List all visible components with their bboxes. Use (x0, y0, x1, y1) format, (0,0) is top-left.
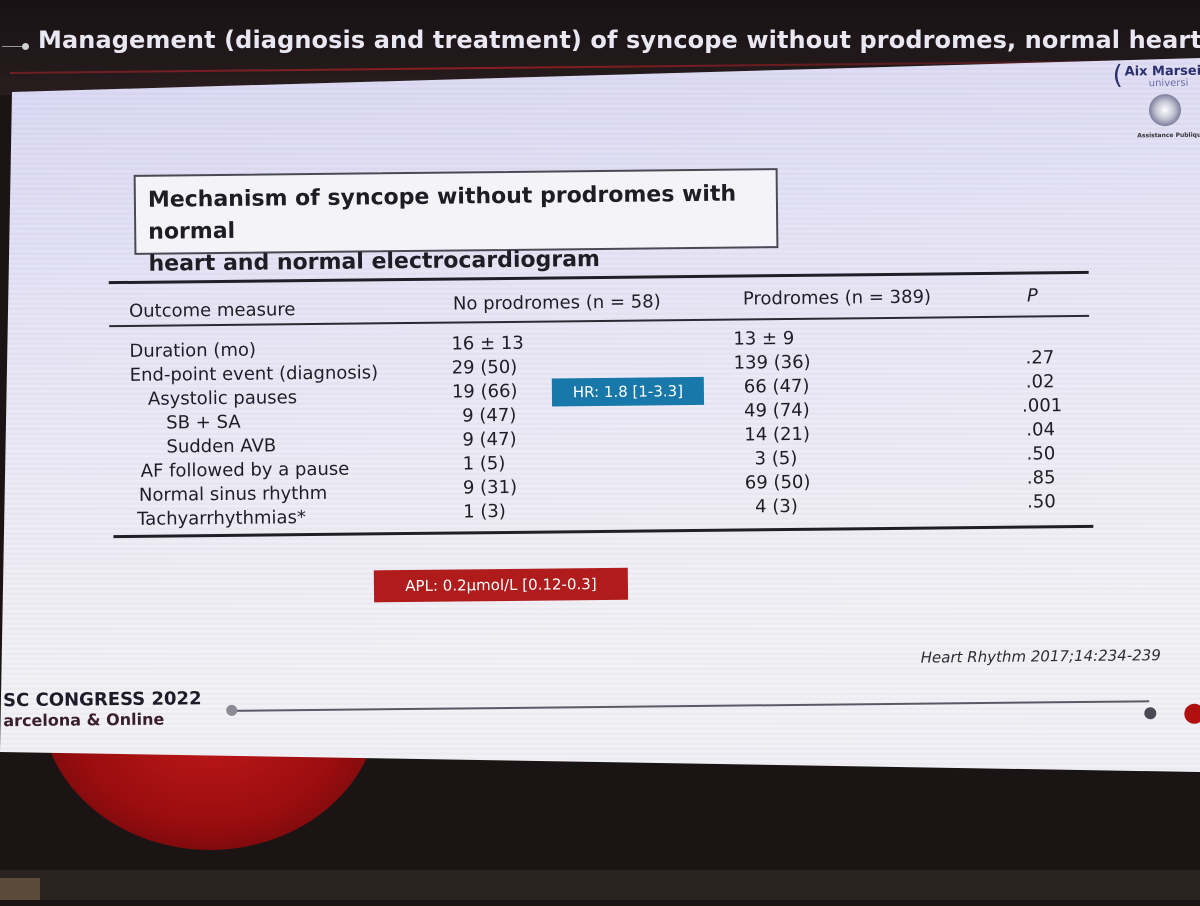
cell-measure: Tachyarrhythmias* (137, 507, 306, 530)
cell-no-prodromes: 9 (47) (462, 428, 517, 451)
slide-title-box: Mechanism of syncope without prodromes w… (133, 168, 779, 277)
table-header-prodromes: Prodromes (n = 389) (742, 286, 932, 310)
crest-icon (1148, 93, 1182, 127)
table-header-no-prodromes: No prodromes (n = 58) (452, 291, 661, 315)
apl-badge: APL: 0.2µmol/L [0.12-0.3] (373, 567, 629, 603)
cell-no-prodromes: 29 (50) (451, 356, 518, 379)
cell-measure: End-point event (diagnosis) (129, 362, 379, 386)
cell-p: .02 (1025, 371, 1055, 393)
cell-p: .04 (1026, 419, 1056, 441)
cell-prodromes: 4 (3) (755, 495, 798, 518)
logo-institution: Assistance Publique Hôpitaux de Marseill (1137, 131, 1200, 140)
cell-measure: Normal sinus rhythm (138, 482, 328, 506)
cell-p: .50 (1026, 443, 1056, 465)
progress-red-dot-icon (1184, 703, 1200, 724)
cell-no-prodromes: 1 (5) (462, 452, 506, 475)
cell-p: .27 (1025, 347, 1055, 369)
slide-title-line1: Mechanism of syncope without prodromes w… (147, 181, 737, 245)
slide-title: Mechanism of syncope without prodromes w… (148, 178, 769, 280)
citation: Heart Rhythm 2017;14:234-239 (920, 646, 1161, 667)
cell-measure: SB + SA (166, 411, 241, 434)
cell-no-prodromes: 9 (31) (462, 476, 518, 499)
cell-p: .50 (1026, 491, 1056, 513)
cell-prodromes: 14 (21) (744, 423, 811, 446)
stage-floor (0, 870, 1200, 900)
cell-prodromes: 13 ± 9 (733, 327, 795, 350)
congress-location: arcelona & Online (3, 709, 165, 731)
cell-measure: Sudden AVB (166, 435, 277, 458)
university-logo: ( Aix Marseil universi Assistance Publiq… (1108, 60, 1200, 171)
cell-prodromes: 49 (74) (744, 399, 810, 422)
stage-floor-edge (0, 878, 40, 900)
slide-progress-track (231, 700, 1150, 712)
cell-no-prodromes: 19 (66) (451, 380, 518, 403)
cell-no-prodromes: 1 (3) (463, 500, 506, 523)
cell-prodromes: 69 (50) (744, 471, 811, 494)
header-bullet-icon (2, 42, 32, 52)
table-header-measure: Outcome measure (128, 299, 296, 322)
congress-title: SC CONGRESS 2022 (3, 688, 202, 712)
hazard-ratio-badge: HR: 1.8 [1-3.3] (551, 376, 705, 407)
cell-p: .85 (1026, 467, 1056, 489)
progress-start-dot-icon (226, 704, 238, 716)
cell-prodromes: 3 (5) (754, 447, 798, 470)
cell-measure: AF followed by a pause (140, 458, 350, 482)
table-header-p: P (1026, 285, 1038, 307)
cell-prodromes: 66 (47) (743, 375, 810, 398)
progress-current-dot-icon (1144, 707, 1157, 720)
logo-sub: universi (1148, 77, 1189, 90)
header-title: Management (diagnosis and treatment) of … (38, 26, 1200, 54)
logo-bracket-icon: ( (1112, 60, 1123, 91)
cell-no-prodromes: 16 ± 13 (451, 332, 524, 355)
cell-prodromes: 139 (36) (733, 351, 811, 374)
cell-p: .001 (1021, 395, 1063, 417)
cell-measure: Asystolic pauses (147, 387, 298, 410)
cell-no-prodromes: 9 (47) (462, 404, 517, 427)
cell-measure: Duration (mo) (129, 339, 257, 362)
